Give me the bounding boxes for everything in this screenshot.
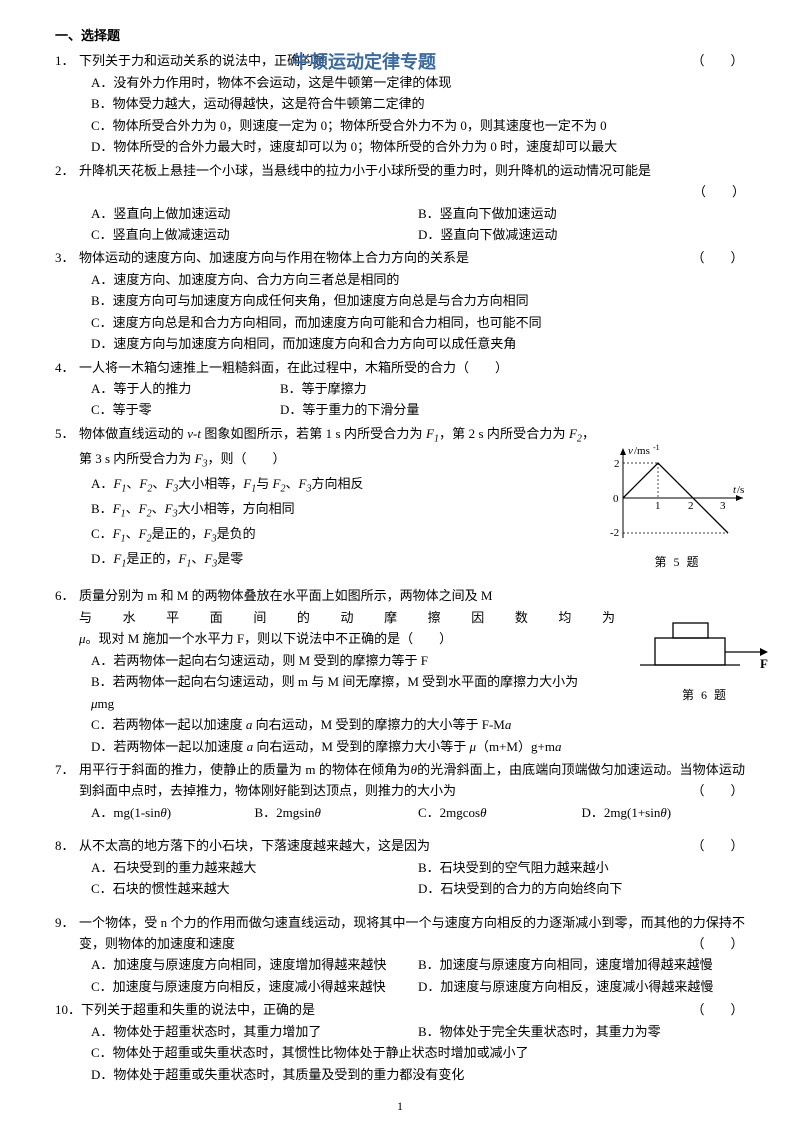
q2-stem: 升降机天花板上悬挂一个小球，当悬线中的拉力小于小球所受的重力时，则升降机的运动情…: [79, 163, 651, 178]
q2-b: B．竖直向下做加速运动: [418, 203, 745, 224]
answer-blank: （ ）: [690, 835, 745, 856]
q6-b: B．若两物体一起向右匀速运动，则 m 与 M 间无摩擦，M 受到水平面的摩擦力大…: [91, 671, 615, 714]
fig5-caption: 第 5 题: [600, 553, 755, 573]
q10-a: A．物体处于超重状态时，其重力增加了: [91, 1021, 418, 1042]
q3-a: A．速度方向、加速度方向、合力方向三者总是相同的: [91, 269, 745, 290]
q4-stem: 一人将一木箱匀速推上一粗糙斜面，在此过程中，木箱所受的合力（ ）: [79, 357, 745, 378]
q3-num: 3．: [55, 247, 79, 268]
figure-6: F 第 6 题: [635, 610, 775, 705]
q7-c: C．2mgcosθ: [418, 802, 582, 823]
q4-num: 4．: [55, 357, 79, 378]
q7-stem: 用平行于斜面的推力，使静止的质量为 m 的物体在倾角为θ的光滑斜面上，由底端向顶…: [79, 759, 745, 802]
q3-stem: 物体运动的速度方向、加速度方向与作用在物体上合力方向的关系是: [79, 250, 469, 265]
q1-d: D．物体所受的合外力最大时，速度却可以为 0；物体所受的合外力为 0 时，速度却…: [91, 136, 745, 157]
svg-text:/s: /s: [737, 484, 744, 496]
q8-d: D．石块受到的合力的方向始终向下: [418, 878, 745, 899]
q9-c: C．加速度与原速度方向相反，速度减小得越来越快: [91, 976, 418, 997]
q7-a: A．mg(1-sinθ): [91, 802, 255, 823]
fig6-caption: 第 6 题: [635, 686, 775, 706]
q3-d: D．速度方向与加速度方向相同，而加速度方向和合力方向可以成任意夹角: [91, 333, 745, 354]
q9-b: B．加速度与原速度方向相同，速度增加得越来越慢: [418, 954, 745, 975]
question-3: 3． 物体运动的速度方向、加速度方向与作用在物体上合力方向的关系是 （ ） A．速…: [55, 247, 745, 354]
q2-d: D．竖直向下做减速运动: [418, 224, 745, 245]
q9-num: 9．: [55, 912, 79, 933]
q1-num: 1．: [55, 50, 79, 71]
q7-b: B．2mgsinθ: [255, 802, 419, 823]
question-8: 8． 从不太高的地方落下的小石块，下落速度越来越大，这是因为 （ ） A．石块受到…: [55, 835, 745, 899]
q10-stem: 下列关于超重和失重的说法中，正确的是: [81, 1002, 315, 1017]
svg-text:F: F: [760, 656, 768, 671]
topic-title: 牛顿运动定律专题: [292, 48, 436, 78]
page-number: 1: [55, 1097, 745, 1117]
q7-num: 7．: [55, 759, 79, 780]
question-6: F 第 6 题 6． 质量分别为 m 和 M 的两物体叠放在水平面上如图所示，两…: [55, 585, 745, 757]
q4-b: B．等于摩擦力: [280, 378, 469, 399]
question-1: 1． 下列关于力和运动关系的说法中，正确的是 （ ） 牛顿运动定律专题 A．没有…: [55, 50, 745, 157]
svg-text:-1: -1: [653, 443, 660, 452]
q6-d: D．若两物体一起以加速度 a 向右运动，M 受到的摩擦力大小等于 μ（m+M）g…: [91, 736, 745, 757]
q10-b: B．物体处于完全失重状态时，其重力为零: [418, 1021, 745, 1042]
q8-stem: 从不太高的地方落下的小石块，下落速度越来越大，这是因为: [79, 838, 430, 853]
answer-blank: （ ）: [690, 933, 745, 954]
q3-b: B．速度方向可与加速度方向成任何夹角，但加速度方向总是与合力方向相同: [91, 290, 745, 311]
svg-text:0: 0: [613, 493, 619, 505]
svg-text:/ms: /ms: [634, 445, 650, 457]
svg-text:2: 2: [614, 458, 620, 470]
question-4: 4． 一人将一木箱匀速推上一粗糙斜面，在此过程中，木箱所受的合力（ ） A．等于…: [55, 357, 745, 421]
answer-blank: （ ）: [55, 181, 745, 202]
q5-num: 5．: [55, 423, 79, 444]
q4-d: D．等于重力的下滑分量: [280, 399, 469, 420]
q9-stem: 一个物体，受 n 个力的作用而做匀速直线运动，现将其中一个与速度方向相反的力逐渐…: [79, 915, 745, 951]
q10-c: C．物体处于超重或失重状态时，其惯性比物体处于静止状态时增加或减小了: [91, 1042, 745, 1063]
svg-text:1: 1: [655, 500, 661, 512]
q2-c: C．竖直向上做减速运动: [91, 224, 418, 245]
question-2: 2． 升降机天花板上悬挂一个小球，当悬线中的拉力小于小球所受的重力时，则升降机的…: [55, 160, 745, 246]
q9-d: D．加速度与原速度方向相反，速度减小得越来越慢: [418, 976, 745, 997]
figure-5: 2 0 -2 1 2 3 v /ms -1 t /s 第 5 题: [600, 443, 755, 573]
q4-c: C．等于零: [91, 399, 280, 420]
q8-a: A．石块受到的重力越来越大: [91, 857, 418, 878]
q2-num: 2．: [55, 160, 79, 181]
question-5: 2 0 -2 1 2 3 v /ms -1 t /s 第 5 题 5． 物体做直…: [55, 423, 745, 574]
q1-c: C．物体所受合外力为 0，则速度一定为 0；物体所受合外力不为 0，则其速度也一…: [91, 115, 745, 136]
question-9: 9． 一个物体，受 n 个力的作用而做匀速直线运动，现将其中一个与速度方向相反的…: [55, 912, 745, 998]
q8-num: 8．: [55, 835, 79, 856]
answer-blank: （ ）: [690, 50, 745, 71]
svg-text:-2: -2: [610, 527, 619, 539]
q1-stem: 下列关于力和运动关系的说法中，正确的是: [79, 53, 326, 68]
q3-c: C．速度方向总是和合力方向相同，而加速度方向可能和合力相同，也可能不同: [91, 312, 745, 333]
q9-a: A．加速度与原速度方向相同，速度增加得越来越快: [91, 954, 418, 975]
answer-blank: （ ）: [690, 247, 745, 268]
q8-b: B．石块受到的空气阻力越来越小: [418, 857, 745, 878]
question-7: 7． 用平行于斜面的推力，使静止的质量为 m 的物体在倾角为θ的光滑斜面上，由底…: [55, 759, 745, 823]
q10-num: 10．: [55, 999, 81, 1020]
q7-d: D．2mg(1+sinθ): [582, 802, 746, 823]
section-header: 一、选择题: [55, 25, 745, 46]
svg-text:2: 2: [688, 500, 694, 512]
svg-text:3: 3: [720, 500, 726, 512]
q6-c: C．若两物体一起以加速度 a 向右运动，M 受到的摩擦力的大小等于 F-Ma: [91, 714, 745, 735]
q8-c: C．石块的惯性越来越大: [91, 878, 418, 899]
q10-d: D．物体处于超重或失重状态时，其质量及受到的重力都没有变化: [91, 1064, 745, 1085]
svg-text:v: v: [628, 445, 633, 457]
answer-blank: （ ）: [690, 999, 745, 1020]
q4-a: A．等于人的推力: [91, 378, 280, 399]
q2-a: A．竖直向上做加速运动: [91, 203, 418, 224]
question-10: 10． 下列关于超重和失重的说法中，正确的是 （ ） A．物体处于超重状态时，其重…: [55, 999, 745, 1085]
q6-a: A．若两物体一起向右匀速运动，则 M 受到的摩擦力等于 F: [91, 650, 615, 671]
q6-num: 6．: [55, 585, 79, 606]
q1-b: B．物体受力越大，运动得越快，这是符合牛顿第二定律的: [91, 93, 745, 114]
